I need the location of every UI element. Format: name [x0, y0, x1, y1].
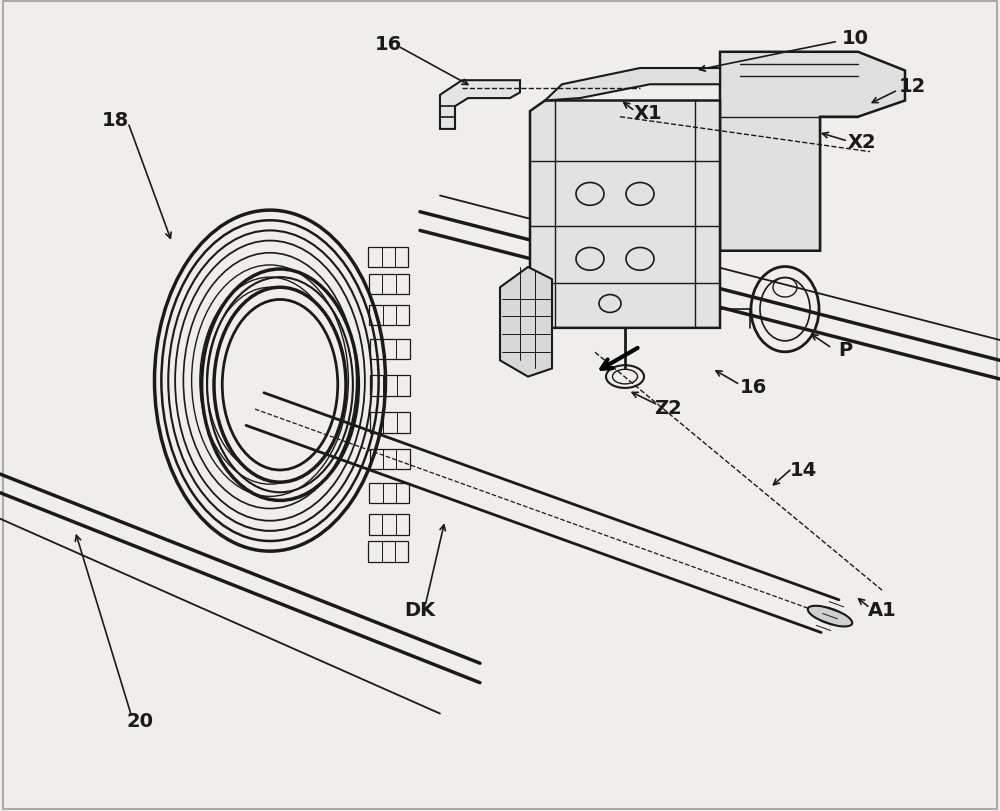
Bar: [368, 542, 408, 562]
Bar: [368, 248, 408, 268]
Text: P: P: [838, 341, 852, 360]
Bar: [369, 483, 409, 504]
Text: Z2: Z2: [654, 398, 682, 418]
Bar: [369, 274, 409, 294]
Bar: [369, 515, 409, 535]
Ellipse shape: [808, 606, 852, 627]
Text: 16: 16: [739, 377, 767, 397]
Text: 20: 20: [126, 710, 154, 730]
Bar: [370, 376, 410, 397]
Text: 10: 10: [842, 29, 868, 49]
Ellipse shape: [214, 288, 346, 483]
Polygon shape: [545, 69, 720, 101]
Text: X2: X2: [848, 133, 876, 152]
Text: 14: 14: [789, 461, 817, 480]
Polygon shape: [500, 268, 552, 377]
Polygon shape: [530, 101, 720, 328]
Text: DK: DK: [404, 600, 436, 620]
Bar: [370, 449, 410, 470]
Bar: [370, 340, 410, 360]
Bar: [369, 306, 409, 326]
Bar: [370, 413, 410, 433]
Polygon shape: [440, 81, 520, 130]
Text: 16: 16: [374, 35, 402, 54]
Text: 12: 12: [898, 77, 926, 97]
Text: A1: A1: [868, 600, 896, 620]
Text: X1: X1: [634, 104, 662, 123]
Text: 18: 18: [101, 110, 129, 130]
Polygon shape: [720, 53, 905, 251]
